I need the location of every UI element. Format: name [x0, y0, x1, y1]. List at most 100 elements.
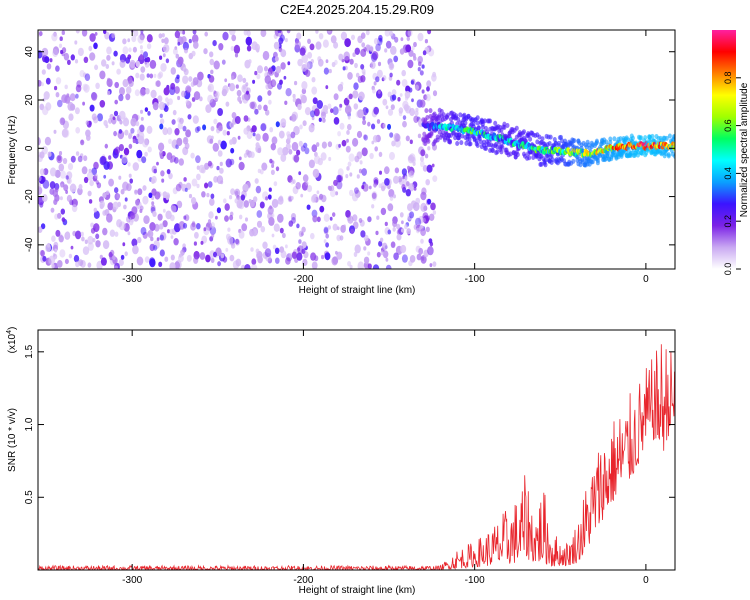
spectrogram-noise-cell [420, 238, 424, 244]
spectrogram-noise-cell [342, 66, 346, 71]
spectrogram-noise-cell [80, 231, 84, 237]
spectrogram-noise-cell [396, 79, 401, 86]
spectrogram-noise-cell [144, 107, 149, 112]
spectrogram-noise-cell [92, 238, 96, 243]
spectrogram-noise-cell [277, 147, 284, 156]
spectrogram-noise-cell [43, 91, 50, 100]
spectrogram-noise-cell [391, 241, 396, 248]
spectrogram-noise-cell [367, 251, 371, 256]
spectrogram-noise-cell [246, 181, 252, 189]
spectrogram-noise-cell [245, 149, 250, 155]
spectrogram-noise-cell [173, 157, 179, 164]
spectrogram-noise-cell [109, 229, 116, 237]
spectrogram-noise-cell [87, 190, 92, 197]
spectrogram-track-halo [491, 148, 496, 154]
spectrogram-noise-cell [407, 30, 413, 37]
spectrogram-noise-cell [282, 232, 286, 239]
spectrogram-noise-cell [361, 185, 365, 190]
spectrogram-noise-cell [302, 120, 307, 127]
spectrogram-noise-cell [277, 30, 282, 34]
spectrogram-track-halo [527, 155, 532, 161]
spectrogram-noise-cell [134, 189, 138, 194]
spectrogram-noise-cell [225, 247, 229, 252]
spectrogram-noise-cell [420, 228, 426, 237]
spectrogram-noise-cell [390, 45, 397, 55]
spectrogram-noise-cell [347, 72, 353, 80]
spectrogram-noise-cell [312, 215, 318, 223]
spectrogram-noise-cell [42, 255, 47, 262]
spectrogram-noise-cell [430, 202, 436, 211]
spectrogram-noise-cell [275, 121, 280, 128]
spectrogram-noise-cell [210, 257, 215, 263]
spectrogram-noise-cell [243, 30, 248, 36]
spectrogram-noise-cell [327, 141, 333, 148]
spectrogram-noise-cell [82, 83, 88, 92]
spectrogram-noise-cell [133, 30, 139, 37]
spectrogram-noise-cell [376, 119, 381, 124]
spectrogram-noise-cell [207, 85, 212, 91]
spectrogram-noise-cell [165, 194, 170, 201]
spectrogram-noise-cell [318, 117, 322, 123]
spectrogram-noise-cell [188, 38, 192, 44]
spectrogram-noise-cell [231, 34, 237, 42]
spectrogram-noise-cell [363, 134, 368, 141]
spectrogram-noise-cell [405, 181, 410, 187]
spectrogram-noise-cell [82, 246, 90, 256]
spectrogram-noise-cell [140, 227, 147, 235]
spectrogram-noise-cell [216, 175, 224, 185]
spectrogram-noise-cell [417, 32, 424, 42]
spectrogram-noise-cell [108, 155, 112, 160]
spectrogram-noise-cell [310, 252, 317, 261]
spectrogram-noise-cell [363, 256, 370, 264]
y-tick-label: 40 [24, 46, 35, 58]
spectrogram-noise-cell [311, 261, 318, 269]
spectrogram-noise-cell [192, 30, 197, 35]
spectrogram-track-halo [572, 138, 577, 144]
spectrogram-noise-cell [122, 38, 127, 45]
spectrogram-noise-cell [91, 167, 97, 176]
spectrogram-noise-cell [333, 179, 338, 186]
spectrogram-noise-cell [95, 233, 100, 240]
spectrogram-noise-cell [420, 191, 427, 201]
spectrogram-track-halo [423, 141, 428, 147]
spectrogram-noise-cell [146, 34, 153, 43]
spectrogram-noise-cell [399, 212, 404, 218]
spectrogram-noise-cell [298, 239, 302, 244]
spectrogram-noise-cell [329, 216, 333, 221]
spectrogram-noise-cell [393, 55, 399, 63]
spectrogram-noise-cell [217, 150, 223, 157]
spectrogram-noise-cell [182, 125, 187, 132]
spectrogram-noise-cell [409, 139, 413, 145]
spectrogram-noise-cell [277, 213, 284, 223]
spectrogram-noise-cell [142, 195, 149, 205]
spectrogram-noise-cell [99, 156, 107, 166]
spectrogram-noise-cell [417, 55, 424, 64]
spectrogram-noise-cell [181, 36, 187, 44]
spectrogram-noise-cell [251, 229, 258, 237]
spectrogram-noise-cell [143, 51, 148, 59]
spectrogram-noise-cell [400, 37, 404, 42]
spectrogram-noise-cell [428, 238, 433, 244]
spectrogram-noise-cell [184, 187, 188, 192]
spectrogram-noise-cell [369, 152, 374, 160]
spectrogram-noise-cell [38, 80, 42, 87]
spectrogram-noise-cell [232, 260, 240, 269]
spectrogram-track-halo [448, 138, 452, 144]
spectrogram-noise-cell [261, 162, 268, 171]
spectrogram-track-halo [636, 152, 640, 158]
spectrogram-noise-cell [176, 74, 180, 80]
spectrogram-noise-cell [357, 261, 365, 269]
spectrogram-noise-cell [93, 223, 100, 233]
spectrogram-noise-cell [60, 49, 64, 55]
spectrogram-noise-cell [305, 181, 309, 186]
spectrogram-noise-cell [184, 142, 190, 150]
spectrogram-noise-cell [387, 123, 392, 130]
spectrogram-noise-cell [93, 42, 98, 50]
spectrogram-noise-cell [174, 86, 180, 94]
spectrogram-track-halo [425, 115, 430, 120]
spectrogram-noise-cell [316, 142, 320, 147]
spectrogram-track-halo [500, 144, 505, 150]
spectrogram-noise-cell [65, 175, 69, 180]
spectrogram-noise-cell [162, 220, 168, 228]
spectrogram-noise-cell [319, 193, 324, 200]
